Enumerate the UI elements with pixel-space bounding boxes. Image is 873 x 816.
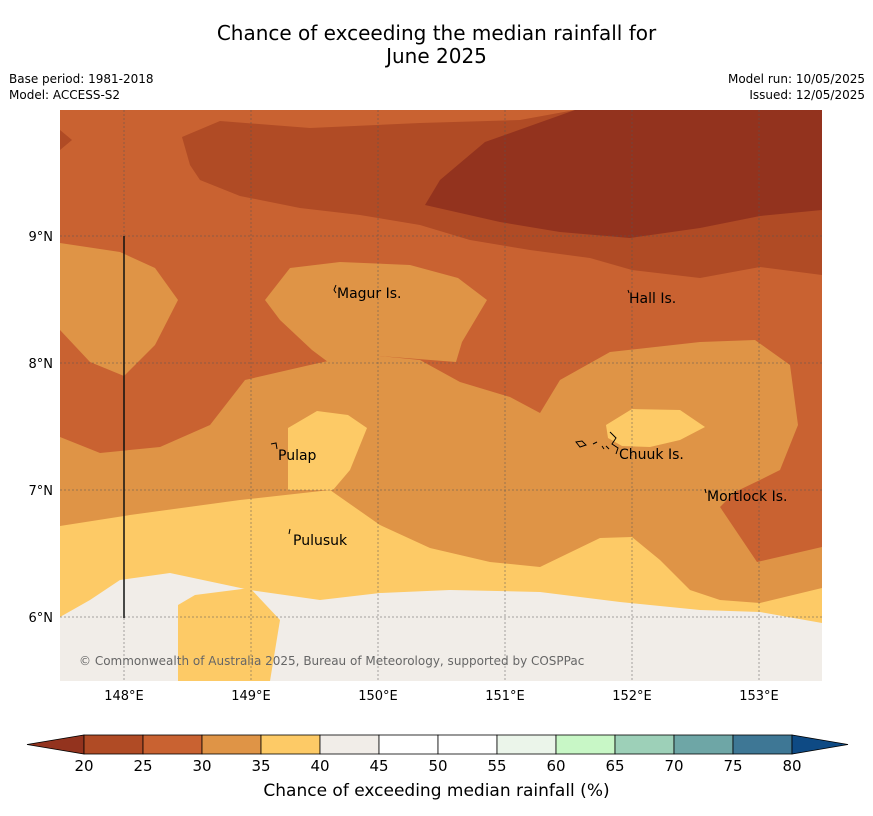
base-period: Base period: 1981-2018	[9, 72, 154, 86]
meta-left: Base period: 1981-2018 Model: ACCESS-S2	[9, 71, 154, 103]
lat-tick-6: 6°N	[29, 611, 54, 626]
lon-tick-153: 153°E	[739, 689, 779, 704]
contour-below-20	[425, 110, 822, 238]
place-label-mortlock: Mortlock Is.	[707, 489, 787, 505]
copyright-credit: © Commonwealth of Australia 2025, Bureau…	[79, 654, 584, 668]
colorbar-bin-75-80	[732, 734, 793, 755]
colorbar-tick-55: 55	[487, 757, 506, 775]
colorbar-extend-high	[791, 734, 849, 755]
place-labels: Magur Is. Hall Is. Pulap Chuuk Is. Mortl…	[278, 286, 787, 549]
colorbar-tick-70: 70	[664, 757, 683, 775]
colorbar-tick-35: 35	[251, 757, 270, 775]
colorbar-tick-30: 30	[192, 757, 211, 775]
colorbar-bin-35-40	[260, 734, 321, 755]
contour-35-40-inlet	[178, 588, 280, 681]
lat-tick-7: 7°N	[29, 484, 54, 499]
colorbar-bin-60-65	[555, 734, 616, 755]
title-line-1: Chance of exceeding the median rainfall …	[216, 21, 657, 45]
lon-tick-150: 150°E	[358, 689, 398, 704]
model-run: Model run: 10/05/2025	[727, 72, 865, 86]
colorbar-bin-30-35	[201, 734, 262, 755]
place-label-pulusuk: Pulusuk	[293, 533, 348, 549]
chuuk-lagoon-islands	[575, 431, 619, 455]
hall-island-marker	[627, 289, 630, 294]
map-title: Chance of exceeding the median rainfall …	[0, 22, 873, 68]
contour-20-25-edge	[60, 130, 72, 150]
place-label-pulap: Pulap	[278, 448, 317, 464]
colorbar: 20 25 30 35 40 45 50 55 60 65 70 75 80	[26, 734, 849, 775]
contour-35-40-chuuk	[606, 409, 705, 447]
contour-35-40-pulap	[288, 411, 367, 490]
colorbar-tick-50: 50	[428, 757, 447, 775]
magur-island-marker	[333, 284, 337, 294]
colorbar-bin-45-50	[378, 734, 439, 755]
colorbar-tick-65: 65	[605, 757, 624, 775]
place-label-hall: Hall Is.	[629, 291, 676, 307]
model-name: Model: ACCESS-S2	[9, 88, 121, 102]
colorbar-extend-low	[26, 734, 85, 755]
colorbar-bin-70-75	[673, 734, 734, 755]
pulap-island-marker	[270, 442, 278, 450]
issued-date: Issued: 12/05/2025	[749, 88, 865, 102]
lon-tick-148: 148°E	[104, 689, 144, 704]
contour-30-35-north	[265, 262, 487, 362]
island-markers	[270, 284, 707, 535]
colorbar-label: Chance of exceeding median rainfall (%)	[263, 781, 610, 801]
colorbar-tick-25: 25	[133, 757, 152, 775]
contour-30-35-west	[60, 243, 178, 376]
title-line-2: June 2025	[386, 44, 487, 68]
axis-labels: 148°E 149°E 150°E 151°E 152°E 153°E 9°N …	[29, 230, 779, 704]
lon-tick-149: 149°E	[231, 689, 271, 704]
colorbar-bin-20-25	[83, 734, 144, 755]
rainfall-contours	[60, 110, 822, 681]
pulusuk-island-marker	[288, 528, 291, 535]
place-label-chuuk: Chuuk Is.	[619, 447, 684, 463]
colorbar-bin-40-45	[319, 734, 380, 755]
colorbar-bin-25-30	[142, 734, 203, 755]
colorbar-bin-65-70	[614, 734, 675, 755]
place-label-magur: Magur Is.	[337, 286, 402, 302]
lat-tick-8: 8°N	[29, 357, 54, 372]
lon-tick-151: 151°E	[485, 689, 525, 704]
colorbar-tick-80: 80	[782, 757, 801, 775]
colorbar-tick-40: 40	[310, 757, 329, 775]
colorbar-bin-55-60	[496, 734, 557, 755]
colorbar-tick-45: 45	[369, 757, 388, 775]
mortlock-island-marker	[704, 488, 707, 494]
lat-tick-9: 9°N	[29, 230, 54, 245]
colorbar-tick-60: 60	[546, 757, 565, 775]
lon-tick-152: 152°E	[612, 689, 652, 704]
meta-right: Model run: 10/05/2025 Issued: 12/05/2025	[728, 71, 865, 103]
colorbar-tick-20: 20	[74, 757, 93, 775]
colorbar-bin-50-55	[437, 734, 498, 755]
colorbar-tick-75: 75	[723, 757, 742, 775]
